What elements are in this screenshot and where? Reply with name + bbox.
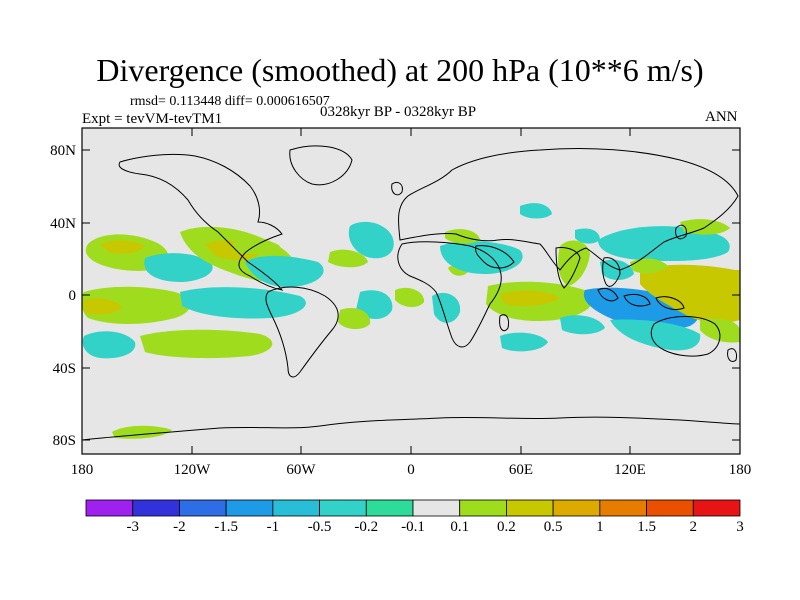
colorbar-label: -3: [126, 519, 139, 535]
region-caribbean-convergence: [245, 255, 324, 288]
colorbar-label: 0.2: [497, 519, 516, 535]
lon-label-180w: 180: [71, 462, 94, 478]
region-southern-indian-convergence: [500, 332, 548, 352]
colorbar-label: 1.5: [637, 519, 656, 535]
region-tropical-pacific-south-divergence: [82, 286, 190, 324]
region-north-atlantic-convergence: [348, 221, 394, 259]
indochina-coast: [602, 257, 621, 287]
region-north-pacific-west-convergence: [575, 228, 600, 244]
region-gulf-divergence: [232, 238, 280, 254]
colorbar-label: 0.5: [543, 519, 563, 535]
region-north-india-divergence: [558, 240, 590, 286]
japan-coast: [675, 224, 687, 240]
region-subtropical-north-pacific-core: [100, 240, 145, 254]
colorbar-label: -1: [266, 519, 280, 535]
region-tropical-pacific-south-core: [84, 298, 122, 315]
colorbar-swatch: [365, 499, 414, 517]
maritime-continent-coast: [597, 287, 685, 311]
colorbar: [85, 499, 741, 517]
colorbar-swatch: [646, 499, 694, 517]
colorbar-swatch: [272, 499, 320, 517]
region-east-africa-convergence: [520, 203, 552, 219]
lon-label-120e: 120E: [614, 462, 646, 478]
plot-title: Divergence (smoothed) at 200 hPa (10**6 …: [96, 52, 704, 88]
lat-label-80s: 80S: [53, 433, 76, 449]
africa-coast: [397, 241, 502, 348]
lon-label-60e: 60E: [509, 462, 533, 478]
colorbar-label: -0.5: [307, 519, 332, 535]
colorbar-swatch: [599, 499, 647, 517]
coastlines: [82, 145, 740, 441]
region-atlantic-divergence-patch: [328, 249, 368, 268]
region-south-atlantic-convergence: [356, 290, 393, 319]
region-south-atlantic-divergence: [395, 287, 425, 308]
lat-label-40n: 40N: [50, 216, 76, 232]
colorbar-swatch: [506, 499, 554, 517]
region-west-pacific-outer: [630, 258, 668, 274]
region-indian-ocean-south: [560, 315, 605, 335]
colorbar-label: -0.2: [354, 519, 379, 535]
lon-label-60w: 60W: [286, 462, 316, 478]
colorbar-swatch: [85, 499, 134, 517]
india-coast: [555, 247, 581, 289]
lon-label-120w: 120W: [174, 462, 212, 478]
region-maritime-continent-outer: [610, 319, 701, 351]
region-south-pacific-divergence-band: [140, 329, 273, 359]
lat-label-0: 0: [69, 288, 77, 304]
season-label: ANN: [705, 109, 738, 125]
experiment-label: Expt = tevVM-tevTM1: [82, 111, 223, 127]
colorbar-swatch: [552, 499, 601, 517]
colorbar-swatch: [459, 499, 507, 517]
arabia-coast: [475, 245, 515, 269]
region-east-asia-convergence: [598, 226, 730, 262]
antarctica-coast: [82, 416, 740, 441]
greenland-coast: [289, 145, 353, 186]
region-central-pacific-north-convergence: [144, 253, 213, 282]
lon-label-0: 0: [407, 462, 415, 478]
eurasia-coast: [397, 147, 739, 271]
colorbar-label: -0.1: [401, 519, 425, 535]
north-america-coast: [118, 153, 284, 291]
region-arabian-sea-convergence: [440, 241, 523, 274]
colorbar-swatch: [692, 499, 741, 517]
colorbar-label: 3: [736, 519, 744, 535]
australia-coast: [650, 316, 721, 357]
lat-label-40s: 40S: [53, 361, 76, 377]
region-south-pacific-convergence: [82, 331, 136, 359]
colorbar-swatch: [179, 499, 227, 517]
south-america-coast: [265, 286, 339, 378]
colorbar-label: 1: [596, 519, 604, 535]
colorbar-swatch: [132, 499, 180, 517]
lon-ticks: [191, 128, 631, 454]
uk-coast: [391, 181, 403, 196]
region-east-pacific-convergence: [180, 287, 306, 319]
lat-label-80n: 80N: [50, 143, 76, 159]
colorbar-swatch: [412, 499, 461, 517]
colorbar-swatch: [319, 499, 367, 517]
region-west-pacific-divergence: [640, 264, 740, 323]
colorbar-label: 2: [689, 519, 698, 535]
region-indian-ocean-core: [500, 290, 560, 306]
stats-text: rmsd= 0.113448 diff= 0.000616507: [130, 94, 330, 109]
region-south-west-pacific-divergence: [700, 318, 740, 343]
region-south-atlantic-south-divergence: [338, 307, 371, 330]
madagascar-coast: [499, 314, 509, 332]
divergence-field: [82, 203, 740, 439]
colorbar-label: -1.5: [214, 519, 239, 535]
colorbar-label: -2: [173, 519, 186, 535]
period-label: 0328kyr BP - 0328kyr BP: [320, 104, 477, 120]
lat-ticks: [82, 149, 740, 441]
colorbar-label: 0.1: [450, 519, 470, 535]
lon-label-180e: 180: [729, 462, 752, 478]
new-zealand-coast: [727, 348, 737, 363]
colorbar-swatch: [225, 499, 274, 517]
